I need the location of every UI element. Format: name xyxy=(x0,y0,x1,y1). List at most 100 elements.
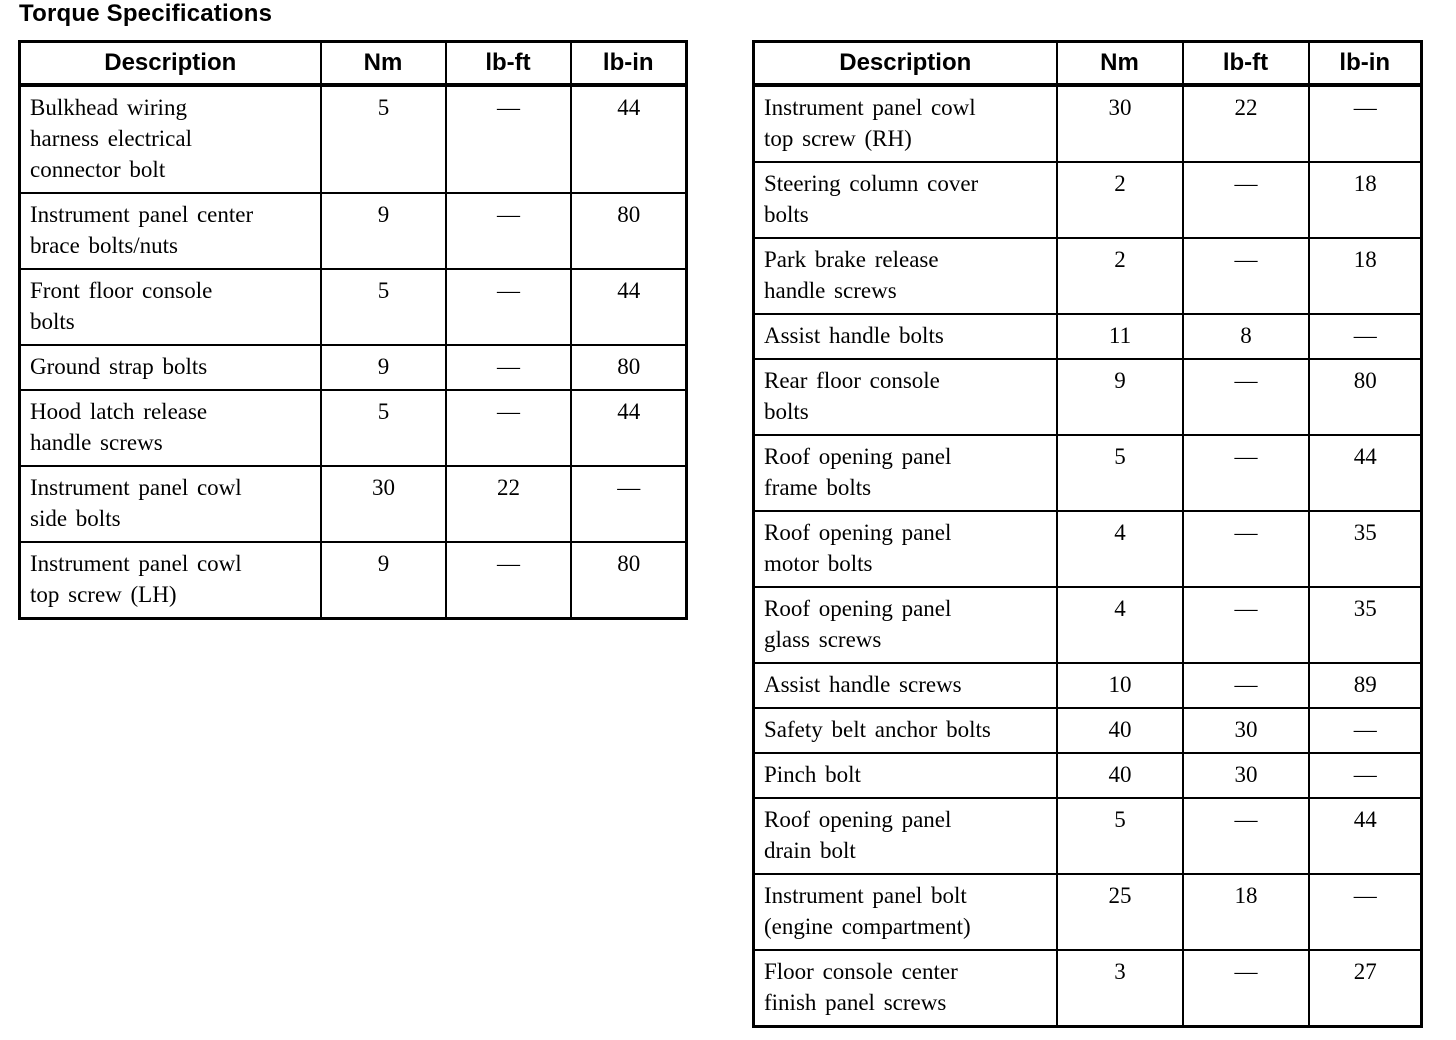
spec-row: Roof opening panel drain bolt 5—44 xyxy=(752,797,1423,875)
value-cell-lb-ft: — xyxy=(444,344,572,391)
value-cell-lb-ft: — xyxy=(444,192,572,270)
value-cell-nm: 30 xyxy=(319,465,447,543)
spec-row: Assist handle bolts 11 8— xyxy=(752,313,1423,360)
description-cell: Front floor console bolts xyxy=(18,268,322,346)
header-row: Description Nm lb-ft lb-in xyxy=(752,40,1423,87)
description-cell: Instrument panel center brace bolts/nuts xyxy=(18,192,322,270)
spec-row: Roof opening panel glass screws 4—35 xyxy=(752,586,1423,664)
value-cell-lb-ft: — xyxy=(1181,237,1310,315)
table-body: Instrument panel cowl top screw (RH) 30 22… xyxy=(752,84,1423,1028)
value-cell-lb-in: 80 xyxy=(569,344,688,391)
value-cell-lb-in: 27 xyxy=(1307,949,1423,1028)
description-cell: Roof opening panel motor bolts xyxy=(752,510,1058,588)
description-cell: Hood latch release handle screws xyxy=(18,389,322,467)
spec-row: Instrument panel center brace bolts/nuts… xyxy=(18,192,688,270)
spec-row: Ground strap bolts 9—80 xyxy=(18,344,688,391)
value-cell-lb-in: — xyxy=(1307,313,1423,360)
value-cell-lb-ft: — xyxy=(444,268,572,346)
description-cell: Assist handle screws xyxy=(752,662,1058,709)
description-cell: Pinch bolt xyxy=(752,752,1058,799)
value-cell-nm: 3 xyxy=(1055,949,1184,1028)
spec-row: Front floor console bolts 5—44 xyxy=(18,268,688,346)
value-cell-lb-ft: — xyxy=(1181,161,1310,239)
torque-table-right: Description Nm lb-ft lb-in Instrument panel… xyxy=(752,40,1423,1028)
value-cell-lb-in: 80 xyxy=(569,541,688,620)
table-body: Bulkhead wiring harness electrical conne… xyxy=(18,84,688,620)
spec-row: Instrument panel cowl top screw (RH) 30 22… xyxy=(752,84,1423,163)
column-header-lb-in: lb-in xyxy=(1307,40,1423,87)
value-cell-lb-ft: — xyxy=(1181,586,1310,664)
value-cell-lb-ft: — xyxy=(1181,510,1310,588)
value-cell-nm: 10 xyxy=(1055,662,1184,709)
description-cell: Instrument panel cowl side bolts xyxy=(18,465,322,543)
value-cell-nm: 30 xyxy=(1055,84,1184,163)
spec-row: Roof opening panel motor bolts 4—35 xyxy=(752,510,1423,588)
description-cell: Instrument panel cowl top screw (LH) xyxy=(18,541,322,620)
description-cell: Ground strap bolts xyxy=(18,344,322,391)
value-cell-lb-in: 44 xyxy=(569,268,688,346)
spec-row: Instrument panel cowl top screw (LH) 9—80 xyxy=(18,541,688,620)
value-cell-lb-ft: — xyxy=(1181,434,1310,512)
value-cell-lb-in: 18 xyxy=(1307,161,1423,239)
page-title: Torque Specifications xyxy=(19,0,273,27)
torque-table-left: Description Nm lb-ft lb-in Bulkhead wiring … xyxy=(18,40,688,620)
value-cell-nm: 9 xyxy=(1055,358,1184,436)
column-header-lb-ft: lb-ft xyxy=(444,40,572,87)
column-header-nm: Nm xyxy=(1055,40,1184,87)
value-cell-lb-ft: 22 xyxy=(1181,84,1310,163)
value-cell-nm: 9 xyxy=(319,192,447,270)
spec-row: Hood latch release handle screws 5—44 xyxy=(18,389,688,467)
spec-row: Rear floor console bolts 9—80 xyxy=(752,358,1423,436)
value-cell-lb-in: 44 xyxy=(569,84,688,194)
description-cell: Floor console center finish panel screws xyxy=(752,949,1058,1028)
value-cell-lb-in: 44 xyxy=(1307,797,1423,875)
value-cell-nm: 5 xyxy=(319,268,447,346)
value-cell-nm: 2 xyxy=(1055,237,1184,315)
value-cell-lb-in: 18 xyxy=(1307,237,1423,315)
description-cell: Roof opening panel drain bolt xyxy=(752,797,1058,875)
value-cell-nm: 40 xyxy=(1055,752,1184,799)
value-cell-nm: 5 xyxy=(319,389,447,467)
value-cell-nm: 5 xyxy=(1055,434,1184,512)
value-cell-lb-ft: 8 xyxy=(1181,313,1310,360)
value-cell-nm: 5 xyxy=(319,84,447,194)
value-cell-lb-ft: — xyxy=(1181,358,1310,436)
spec-row: Instrument panel cowl side bolts 30 22— xyxy=(18,465,688,543)
value-cell-lb-in: — xyxy=(1307,84,1423,163)
tables-container: Description Nm lb-ft lb-in Bulkhead wiring … xyxy=(18,40,1423,1028)
spec-row: Bulkhead wiring harness electrical conne… xyxy=(18,84,688,194)
description-cell: Rear floor console bolts xyxy=(752,358,1058,436)
column-header-description: Description xyxy=(18,40,322,87)
value-cell-lb-ft: — xyxy=(1181,662,1310,709)
value-cell-lb-in: — xyxy=(1307,752,1423,799)
column-header-lb-in: lb-in xyxy=(569,40,688,87)
value-cell-nm: 4 xyxy=(1055,586,1184,664)
spec-row: Roof opening panel frame bolts 5—44 xyxy=(752,434,1423,512)
value-cell-lb-ft: — xyxy=(1181,797,1310,875)
value-cell-nm: 5 xyxy=(1055,797,1184,875)
value-cell-lb-in: 80 xyxy=(569,192,688,270)
spec-row: Floor console center finish panel screws… xyxy=(752,949,1423,1028)
value-cell-lb-in: 80 xyxy=(1307,358,1423,436)
spec-row: Park brake release handle screws 2—18 xyxy=(752,237,1423,315)
value-cell-nm: 40 xyxy=(1055,707,1184,754)
value-cell-nm: 4 xyxy=(1055,510,1184,588)
description-cell: Instrument panel cowl top screw (RH) xyxy=(752,84,1058,163)
spec-row: Instrument panel bolt (engine compartmen… xyxy=(752,873,1423,951)
value-cell-lb-ft: — xyxy=(444,389,572,467)
spec-row: Pinch bolt 40 30— xyxy=(752,752,1423,799)
column-header-lb-ft: lb-ft xyxy=(1181,40,1310,87)
value-cell-lb-in: 35 xyxy=(1307,510,1423,588)
description-cell: Roof opening panel glass screws xyxy=(752,586,1058,664)
value-cell-nm: 9 xyxy=(319,344,447,391)
value-cell-lb-ft: 30 xyxy=(1181,752,1310,799)
description-cell: Safety belt anchor bolts xyxy=(752,707,1058,754)
value-cell-lb-in: — xyxy=(1307,873,1423,951)
spec-row: Assist handle screws 10—89 xyxy=(752,662,1423,709)
value-cell-lb-in: 35 xyxy=(1307,586,1423,664)
column-header-description: Description xyxy=(752,40,1058,87)
value-cell-lb-in: — xyxy=(1307,707,1423,754)
description-cell: Bulkhead wiring harness electrical conne… xyxy=(18,84,322,194)
value-cell-lb-ft: 18 xyxy=(1181,873,1310,951)
